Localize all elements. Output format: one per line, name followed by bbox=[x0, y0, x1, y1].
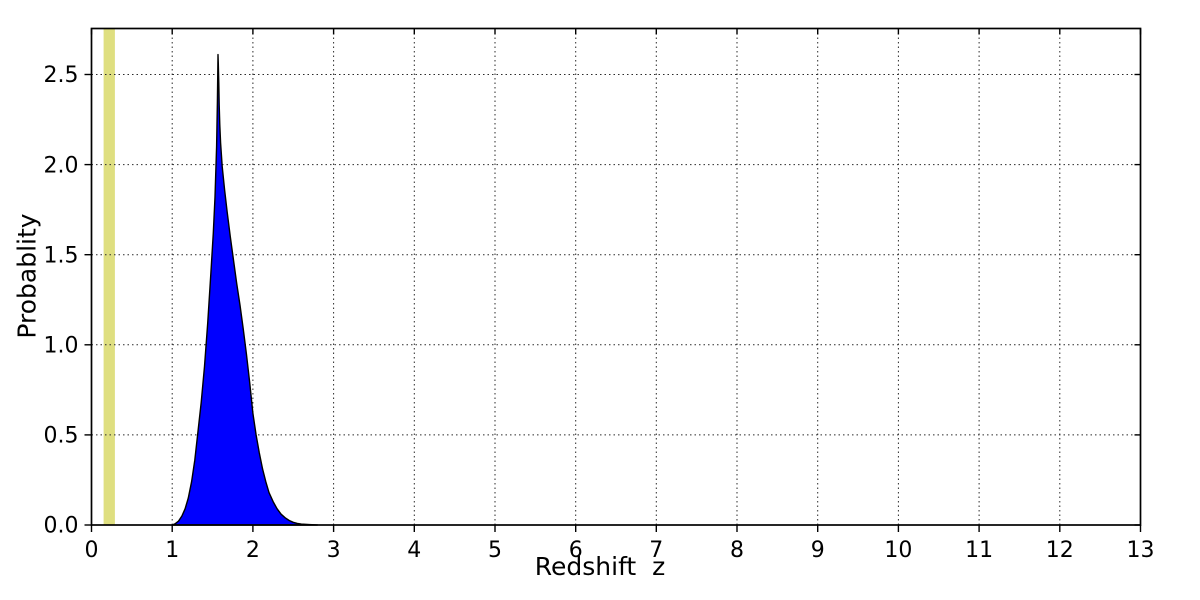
y-tick-label: 0.0 bbox=[44, 514, 79, 539]
x-tick-label: 13 bbox=[1127, 538, 1155, 563]
x-axis-label: Redshift z bbox=[534, 552, 666, 581]
redshift-marker-band bbox=[103, 28, 115, 525]
x-tick-label: 5 bbox=[488, 538, 502, 563]
x-tick-label: 11 bbox=[965, 538, 993, 563]
y-axis-label: Probablity bbox=[12, 213, 42, 339]
y-tick-label: 1.0 bbox=[44, 334, 79, 359]
plot-frame bbox=[90, 27, 1142, 526]
y-tick-label: 0.5 bbox=[44, 424, 79, 449]
plot-background bbox=[91, 28, 1141, 525]
x-tick-label: 4 bbox=[407, 538, 421, 563]
x-tick-label: 1 bbox=[165, 538, 179, 563]
x-tick-label: 8 bbox=[730, 538, 744, 563]
y-tick-label: 2.0 bbox=[44, 153, 79, 178]
x-tick-label: 12 bbox=[1046, 538, 1074, 563]
x-tick-label: 0 bbox=[85, 538, 99, 563]
x-tick-label: 9 bbox=[811, 538, 825, 563]
x-tick-label: 10 bbox=[884, 538, 912, 563]
y-tick-label: 1.5 bbox=[44, 243, 79, 268]
y-tick-label: 2.5 bbox=[44, 63, 79, 88]
x-tick-label: 6 bbox=[569, 538, 583, 563]
x-tick-label: 3 bbox=[327, 538, 341, 563]
pdf-area bbox=[171, 53, 319, 526]
x-tick-label: 2 bbox=[246, 538, 260, 563]
x-tick-label: 7 bbox=[649, 538, 663, 563]
